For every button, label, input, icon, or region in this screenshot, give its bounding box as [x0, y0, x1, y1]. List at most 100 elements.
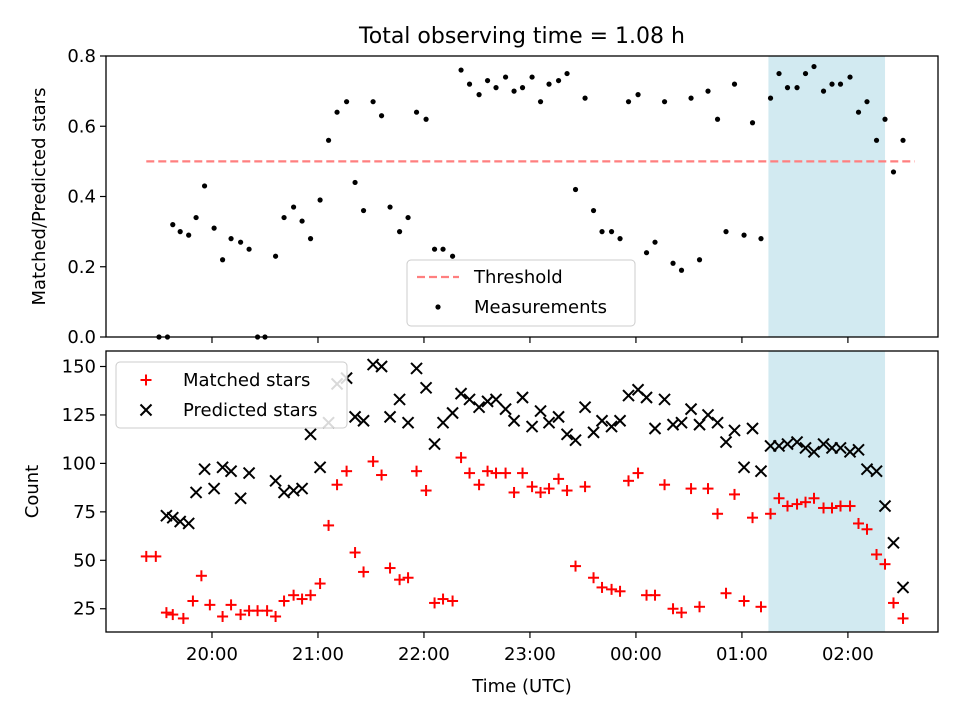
matched-star-point: [150, 550, 162, 562]
matched-star-point: [341, 465, 353, 477]
matched-star-point: [676, 607, 688, 619]
bottom-y-axis-label: Count: [22, 465, 43, 518]
predicted-star-point: [613, 414, 627, 427]
matched-star-point: [826, 502, 838, 514]
bottom-panel: 25 50 75 100 125 150 20:00 21:00 22:00 23:00 00:0…: [22, 350, 939, 697]
measurement-point: [678, 267, 685, 273]
matched-star-point: [429, 597, 441, 609]
matched-star-point: [217, 610, 229, 622]
matched-star-point: [897, 612, 909, 624]
legend-threshold-label: Threshold: [473, 267, 563, 288]
matched-star-point: [160, 607, 172, 619]
measurement-point: [802, 70, 809, 77]
matched-star-point: [720, 587, 732, 599]
measurement-point: [837, 81, 844, 87]
predicted-star-point: [375, 360, 388, 373]
measurement-point: [307, 236, 314, 242]
matched-star-point: [588, 572, 600, 584]
predicted-star-point: [410, 362, 423, 375]
matched-star-point: [323, 519, 335, 531]
measurement-point: [608, 229, 615, 235]
matched-star-point: [140, 550, 152, 562]
matched-star-point: [773, 492, 785, 504]
top-legend: Threshold Measurements: [406, 259, 636, 327]
measurement-point: [758, 236, 764, 242]
matched-star-point: [296, 593, 308, 605]
matched-star-point: [738, 595, 750, 607]
matched-star-point: [252, 605, 264, 617]
measurement-point: [714, 116, 721, 122]
matched-star-point: [834, 500, 846, 512]
matched-star-point: [447, 595, 459, 607]
predicted-star-point: [454, 387, 468, 400]
matched-star-point: [167, 609, 179, 621]
measurement-point: [299, 218, 305, 224]
predicted-star-point: [277, 486, 291, 499]
measurement-point: [177, 229, 183, 235]
matched-star-point: [606, 583, 618, 595]
matched-stars-series: [140, 452, 909, 624]
measurement-point: [343, 99, 350, 105]
matched-star-point: [844, 500, 856, 512]
matched-star-point: [305, 589, 317, 601]
predicted-star-point: [675, 416, 688, 429]
measurement-point: [449, 253, 456, 259]
predicted-star-point: [781, 437, 794, 451]
x-tick-label: 22:00: [398, 644, 450, 665]
matched-star-point: [755, 601, 767, 613]
measurement-point: [334, 109, 340, 115]
matched-star-point: [712, 508, 724, 520]
measurement-point: [325, 137, 332, 143]
predicted-star-point: [587, 426, 600, 439]
measurement-point: [572, 186, 579, 193]
matched-star-point: [500, 467, 512, 479]
measurement-point: [466, 81, 473, 87]
predicted-star-point: [393, 393, 406, 406]
predicted-star-point: [463, 393, 476, 406]
predicted-star-point: [719, 435, 733, 449]
predicted-star-point: [622, 389, 635, 402]
measurement-point: [405, 214, 411, 221]
matched-star-point: [187, 595, 199, 607]
legend-measurements-label: Measurements: [474, 297, 607, 318]
predicted-star-point: [595, 414, 609, 427]
x-tick-label: 21:00: [292, 644, 344, 665]
predicted-star-point: [807, 445, 821, 458]
matched-star-point: [561, 485, 573, 497]
y-tick-label: 125: [62, 405, 96, 426]
measurement-point: [890, 169, 897, 175]
measurement-point: [847, 74, 853, 80]
measurement-point: [219, 257, 226, 263]
matched-star-point: [367, 455, 379, 467]
predicted-star-point: [887, 536, 900, 550]
predicted-star-point: [489, 393, 503, 406]
matched-star-point: [800, 496, 812, 508]
matched-star-point: [729, 488, 741, 500]
matched-star-point: [278, 595, 290, 607]
measurement-point: [794, 85, 800, 91]
predicted-star-point: [269, 474, 282, 488]
matched-star-point: [694, 601, 706, 613]
measurement-point: [484, 77, 491, 84]
y-tick-label: 25: [73, 599, 96, 620]
predicted-star-point: [790, 435, 804, 449]
measurement-point: [186, 232, 192, 238]
top-x-ticks: [211, 337, 849, 343]
measurement-point: [546, 81, 552, 87]
predicted-star-point: [728, 424, 741, 437]
predicted-star-point: [578, 400, 592, 414]
matched-star-point: [349, 547, 361, 559]
bottom-x-ticks: 20:00 21:00 22:00 23:00 00:00 01:00 02:00: [186, 632, 874, 665]
matched-star-point: [659, 479, 671, 491]
top-y-ticks: 0.0 0.2 0.4 0.6 0.8: [67, 46, 106, 348]
predicted-star-point: [799, 441, 812, 455]
measurement-point: [643, 250, 650, 256]
matched-star-point: [570, 560, 582, 572]
predicted-star-point: [216, 461, 229, 474]
predicted-star-point: [711, 416, 724, 429]
y-tick-label: 100: [62, 453, 96, 474]
predicted-star-point: [295, 482, 309, 495]
matched-star-point: [177, 612, 189, 624]
bottom-y-ticks: 25 50 75 100 125 150: [62, 357, 106, 620]
measurement-point: [193, 214, 199, 221]
